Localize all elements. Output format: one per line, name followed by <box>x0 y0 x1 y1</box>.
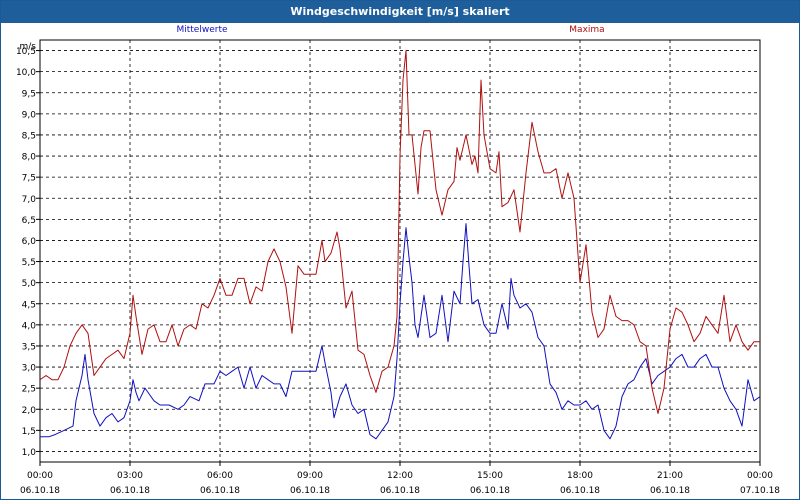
y-tick-label: 10,5 <box>16 47 36 57</box>
y-tick-label: 8,0 <box>22 153 37 163</box>
y-tick-label: 4,0 <box>22 321 37 331</box>
y-tick-label: 5,5 <box>22 258 36 268</box>
x-tick-time: 09:00 <box>297 471 323 481</box>
x-tick-date: 06.10.18 <box>110 486 150 496</box>
series-line-maxima <box>40 50 760 414</box>
y-tick-label: 4,5 <box>22 300 36 310</box>
legend-maxima: Maxima <box>569 25 604 35</box>
x-tick-time: 15:00 <box>477 471 503 481</box>
y-tick-label: 10,0 <box>16 68 36 78</box>
y-tick-label: 7,0 <box>22 195 37 205</box>
x-tick-date: 06.10.18 <box>290 486 330 496</box>
y-tick-label: 3,5 <box>22 342 36 352</box>
x-tick-time: 21:00 <box>657 471 683 481</box>
y-tick-label: 9,5 <box>22 89 36 99</box>
x-tick-time: 06:00 <box>207 471 233 481</box>
y-tick-label: 1,0 <box>22 448 37 458</box>
x-tick-time: 18:00 <box>567 471 593 481</box>
x-tick-date: 06.10.18 <box>560 486 600 496</box>
y-tick-label: 2,5 <box>22 385 36 395</box>
x-tick-time: 03:00 <box>117 471 143 481</box>
y-axis-label: m/s <box>20 42 37 52</box>
window-title: Windgeschwindigkeit [m/s] skaliert <box>1 1 799 23</box>
y-tick-label: 2,0 <box>22 406 37 416</box>
x-tick-date: 06.10.18 <box>200 486 240 496</box>
x-tick-date: 06.10.18 <box>650 486 690 496</box>
y-tick-label: 7,5 <box>22 174 36 184</box>
x-tick-time: 00:00 <box>27 471 53 481</box>
y-tick-label: 6,5 <box>22 216 36 226</box>
x-tick-date: 06.10.18 <box>380 486 420 496</box>
x-tick-time: 00:00 <box>747 471 773 481</box>
x-tick-time: 12:00 <box>387 471 413 481</box>
y-tick-label: 6,0 <box>22 237 37 247</box>
y-tick-label: 9,0 <box>22 110 37 120</box>
series-line-mittelwerte <box>40 223 760 440</box>
x-tick-date: 07.10.18 <box>740 486 780 496</box>
legend-mittelwerte: Mittelwerte <box>176 25 227 35</box>
x-tick-date: 06.10.18 <box>470 486 510 496</box>
y-tick-label: 8,5 <box>22 131 36 141</box>
x-tick-date: 06.10.18 <box>20 486 60 496</box>
y-tick-label: 5,0 <box>22 279 37 289</box>
y-tick-label: 3,0 <box>22 364 37 374</box>
y-tick-label: 1,5 <box>22 427 36 437</box>
